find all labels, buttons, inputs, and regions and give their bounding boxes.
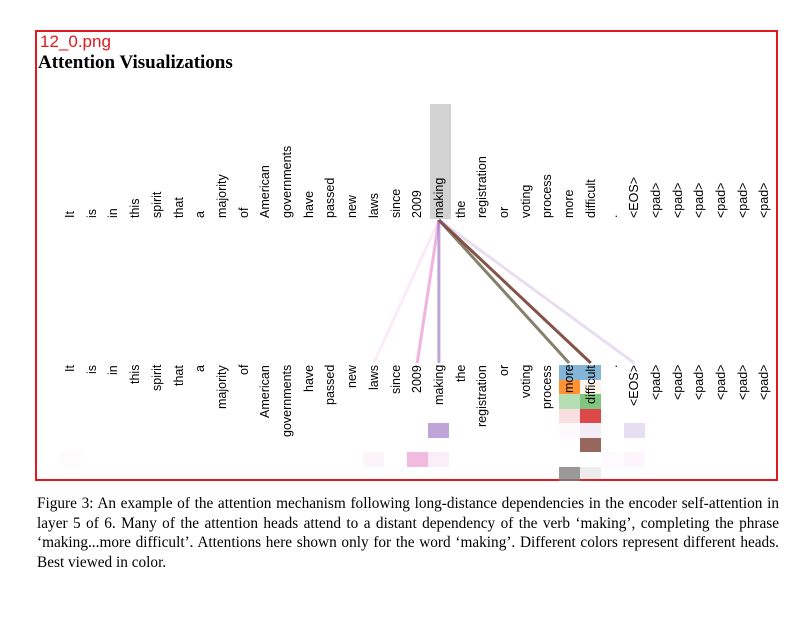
source-token: <EOS>: [627, 177, 642, 218]
target-token: governments: [280, 365, 294, 438]
target-token: this: [128, 365, 143, 385]
source-token: is: [84, 208, 99, 218]
target-token: passed: [323, 365, 338, 406]
attention-cell: [406, 452, 428, 467]
target-token: or: [497, 365, 511, 377]
source-token: spirit: [149, 191, 164, 218]
source-token: American: [258, 165, 273, 218]
source-token: the: [453, 200, 468, 218]
attention-cell: [602, 452, 623, 467]
source-token: governments: [280, 145, 294, 218]
source-token: majority: [214, 174, 229, 218]
source-token: this: [128, 198, 143, 218]
target-token: the: [453, 365, 468, 383]
target-token: more: [562, 365, 577, 394]
target-token: making: [431, 365, 446, 406]
source-token: .: [605, 214, 620, 218]
source-token: <pad>: [757, 182, 772, 218]
target-token: of: [236, 365, 251, 376]
source-token: in: [106, 208, 121, 218]
figure-frame: [35, 30, 778, 481]
source-token: registration: [475, 156, 490, 218]
source-token: laws: [366, 192, 381, 218]
source-token: more: [562, 189, 577, 218]
attention-cell: [363, 452, 385, 467]
attention-cell: [580, 379, 602, 394]
source-token: passed: [323, 177, 338, 218]
attention-link: [372, 219, 441, 364]
source-token: difficult: [583, 179, 598, 218]
attention-cell: [580, 423, 602, 438]
source-token: process: [540, 174, 555, 218]
source-token: <pad>: [670, 182, 685, 218]
file-label: 12_0.png: [40, 32, 111, 51]
attention-link: [438, 218, 636, 365]
target-token: It: [63, 365, 77, 372]
attention-cell: [558, 365, 580, 380]
attention-cell: [559, 423, 580, 438]
attention-link: [437, 218, 571, 365]
target-token: <EOS>: [627, 365, 642, 406]
target-token: voting: [518, 365, 533, 399]
source-token: since: [388, 188, 403, 218]
target-token: <pad>: [757, 365, 772, 401]
source-token: 2009: [410, 190, 425, 218]
attention-link: [415, 219, 441, 364]
attention-cell: [428, 452, 450, 467]
attention-cell: [558, 408, 580, 423]
target-token: 2009: [410, 365, 425, 393]
source-token: It: [63, 211, 77, 218]
attention-cell: [428, 423, 450, 438]
source-token: voting: [518, 184, 533, 218]
attention-cell: [580, 408, 602, 423]
target-token: <pad>: [648, 365, 663, 401]
target-token: is: [84, 365, 99, 375]
source-token: <pad>: [648, 182, 663, 218]
attention-cell: [558, 379, 580, 394]
source-token: that: [171, 197, 186, 218]
target-token: spirit: [149, 365, 164, 392]
source-token: a: [193, 211, 208, 218]
attention-cell: [60, 452, 81, 467]
source-token: making: [431, 177, 446, 218]
target-token: American: [258, 365, 273, 418]
target-token: since: [388, 365, 403, 395]
source-token: or: [497, 206, 511, 218]
target-token: have: [301, 365, 316, 393]
attention-link: [437, 218, 592, 365]
target-token: <pad>: [692, 365, 707, 401]
target-token: new: [345, 365, 360, 388]
source-token: <pad>: [735, 182, 750, 218]
attention-cell: [580, 365, 602, 380]
attention-cell: [623, 452, 645, 467]
target-token: process: [540, 365, 555, 409]
source-token: <pad>: [714, 182, 728, 218]
source-token: <pad>: [692, 182, 707, 218]
target-token: that: [171, 365, 186, 386]
source-token: of: [236, 207, 251, 218]
query-token-highlight: [430, 104, 451, 219]
target-token: difficult: [583, 365, 598, 404]
target-token: .: [605, 365, 620, 369]
target-token: laws: [366, 365, 381, 391]
target-token: <pad>: [714, 365, 728, 401]
section-title: Attention Visualizations: [38, 52, 233, 73]
source-token: have: [301, 190, 316, 218]
target-token: <pad>: [735, 365, 750, 401]
target-token: a: [193, 365, 208, 372]
figure-caption: Figure 3: An example of the attention me…: [37, 495, 779, 571]
attention-cell: [580, 394, 602, 409]
target-token: majority: [214, 365, 229, 409]
attention-cell: [580, 437, 602, 452]
attention-cell: [558, 466, 580, 481]
attention-cell: [623, 423, 645, 438]
attention-cell: [558, 394, 580, 409]
target-token: in: [106, 365, 121, 375]
attention-cell: [580, 466, 602, 481]
target-token: registration: [475, 365, 490, 427]
target-token: <pad>: [670, 365, 685, 401]
source-token: new: [345, 195, 360, 218]
